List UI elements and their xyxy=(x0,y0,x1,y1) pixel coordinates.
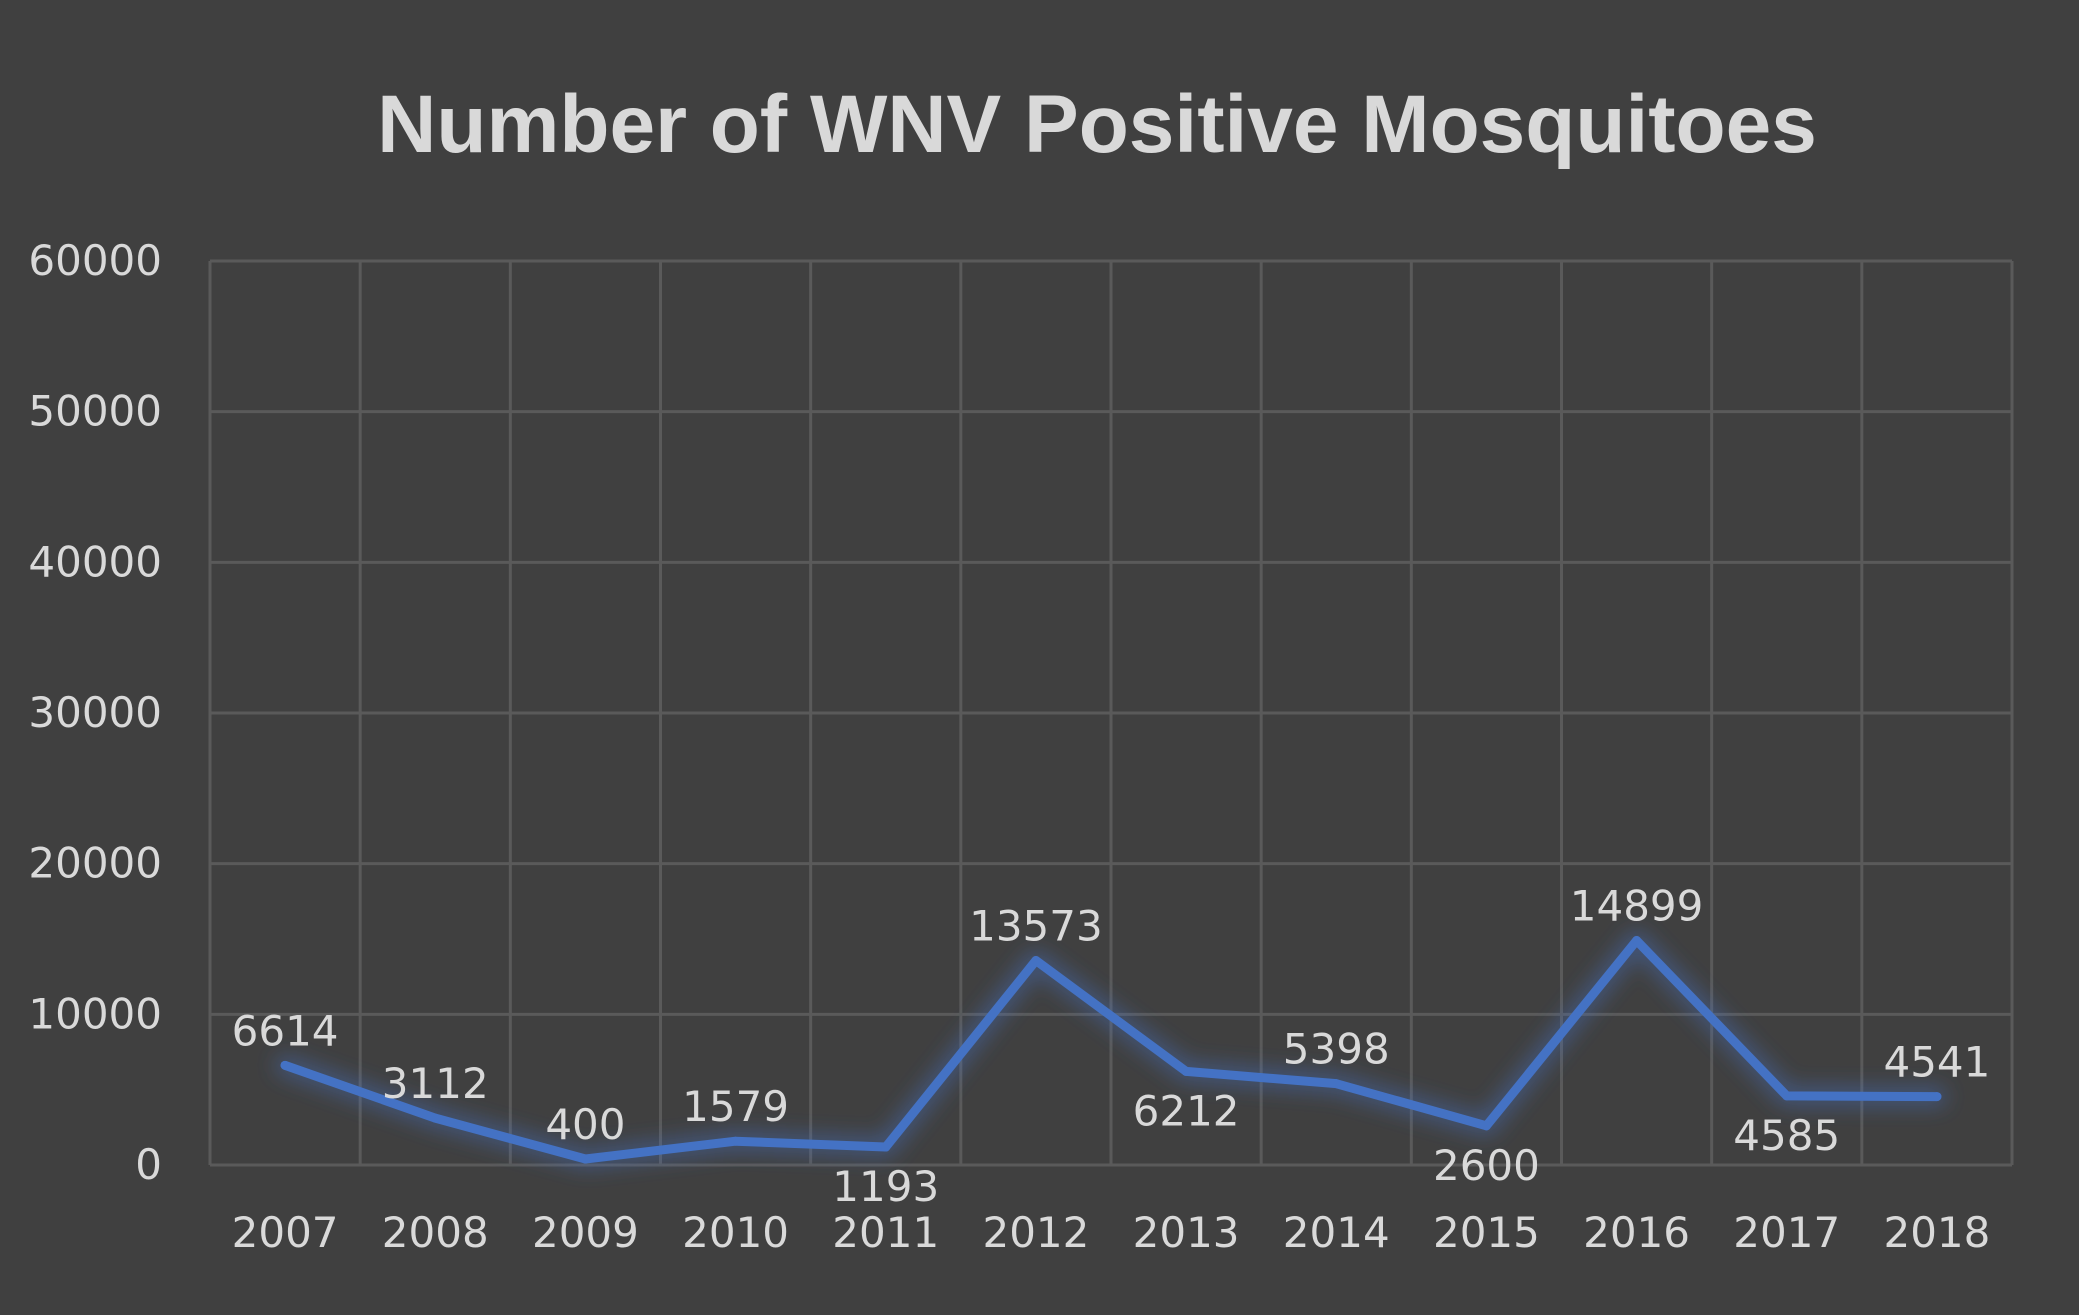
data-point xyxy=(731,1136,741,1146)
data-point xyxy=(1331,1079,1341,1089)
data-label: 2600 xyxy=(1433,1141,1540,1190)
x-tick-label: 2018 xyxy=(1883,1208,1990,1257)
data-label: 4541 xyxy=(1883,1038,1990,1087)
x-tick-label: 2008 xyxy=(382,1208,489,1257)
data-label: 6614 xyxy=(232,1006,339,1055)
x-tick-label: 2013 xyxy=(1133,1208,1240,1257)
data-point xyxy=(280,1060,290,1070)
data-labels: 6614 3112 400 1579 1193 13573 6212 5398 2600 1489… xyxy=(232,882,1991,1212)
data-point xyxy=(1031,956,1041,966)
data-label: 14899 xyxy=(1570,882,1704,931)
x-tick-label: 2017 xyxy=(1733,1208,1840,1257)
data-point xyxy=(1481,1121,1491,1131)
x-tick-label: 2014 xyxy=(1283,1208,1390,1257)
y-tick-label: 30000 xyxy=(28,688,162,737)
x-tick-label: 2010 xyxy=(682,1208,789,1257)
x-tick-label: 2012 xyxy=(982,1208,1089,1257)
y-tick-label: 0 xyxy=(135,1140,162,1189)
data-label: 4585 xyxy=(1733,1111,1840,1160)
x-tick-label: 2007 xyxy=(232,1208,339,1257)
data-point xyxy=(1181,1066,1191,1076)
data-label: 3112 xyxy=(382,1059,489,1108)
data-label: 1579 xyxy=(682,1082,789,1131)
y-tick-label: 40000 xyxy=(28,537,162,586)
x-tick-label: 2015 xyxy=(1433,1208,1540,1257)
data-label: 6212 xyxy=(1133,1086,1240,1135)
data-point xyxy=(1782,1091,1792,1101)
data-label: 13573 xyxy=(969,902,1103,951)
grid xyxy=(208,259,2014,1167)
data-point xyxy=(1932,1092,1942,1102)
x-tick-label: 2009 xyxy=(532,1208,639,1257)
y-tick-label: 60000 xyxy=(28,236,162,285)
data-point xyxy=(430,1113,440,1123)
y-tick-label: 10000 xyxy=(28,989,162,1038)
x-tick-label: 2011 xyxy=(832,1208,939,1257)
y-tick-label: 50000 xyxy=(28,387,162,436)
y-tick-label: 20000 xyxy=(28,839,162,888)
data-point xyxy=(1632,936,1642,946)
data-label: 1193 xyxy=(832,1162,939,1211)
x-axis-ticks: 2007 2008 2009 2010 2011 2012 2013 2014 2015 2016… xyxy=(232,1208,1991,1257)
data-point xyxy=(580,1154,590,1164)
data-label: 5398 xyxy=(1283,1025,1390,1074)
chart-title: Number of WNV Positive Mosquitoes xyxy=(377,79,1817,170)
data-point xyxy=(881,1142,891,1152)
x-tick-label: 2016 xyxy=(1583,1208,1690,1257)
series-line xyxy=(280,936,1942,1164)
data-label: 400 xyxy=(545,1100,625,1149)
series-layer xyxy=(275,930,1947,1169)
y-axis-ticks: 0 10000 20000 30000 40000 50000 60000 xyxy=(28,236,162,1189)
